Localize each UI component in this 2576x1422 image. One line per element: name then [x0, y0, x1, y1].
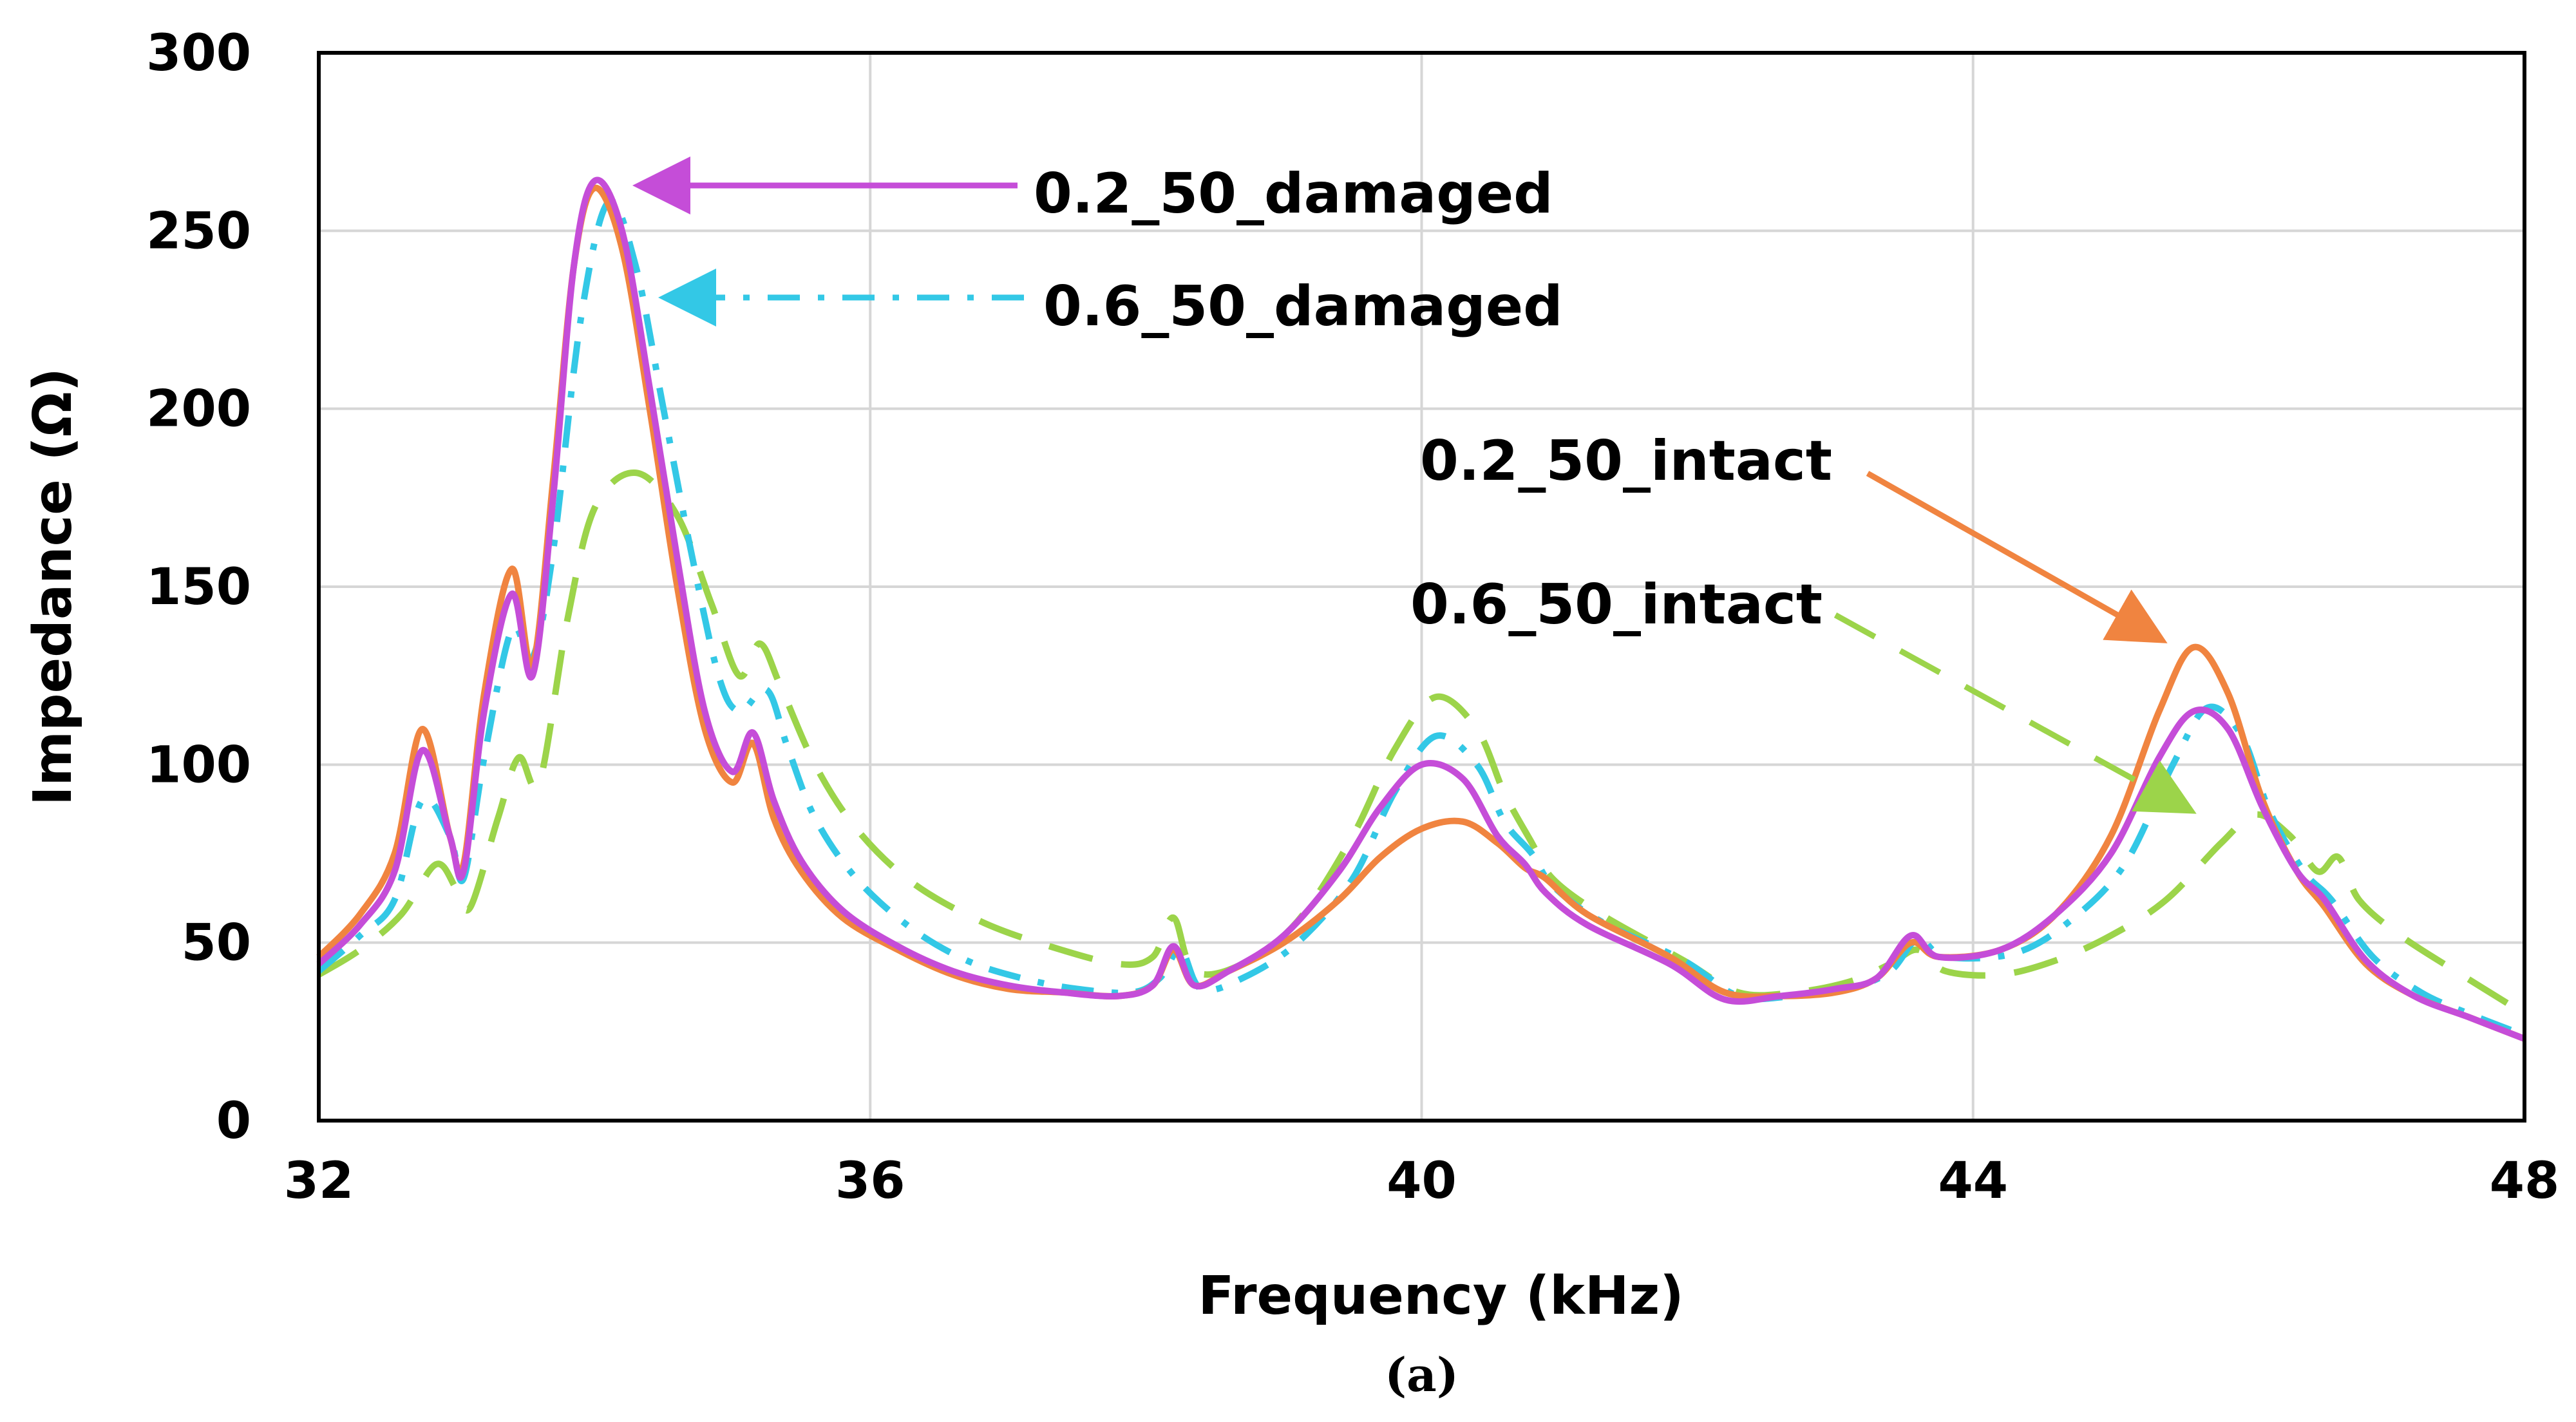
- x-tick-label: 32: [284, 1152, 354, 1210]
- plot-frame: [317, 51, 2526, 1123]
- annotation-arrow: [1866, 471, 2168, 643]
- series-layer: [316, 176, 2526, 1042]
- grid-lines: [319, 53, 2524, 1121]
- annotation-label: 0.6_50_intact: [1410, 573, 1823, 637]
- y-tick-label: 300: [146, 24, 251, 82]
- annotation-label: 0.2_50_intact: [1420, 429, 1832, 493]
- annotations: 0.2_50_damaged 0.6_50_damaged 0.2_50_intac…: [632, 156, 2197, 814]
- annotation-label: 0.6_50_damaged: [1043, 274, 1563, 339]
- y-tick-label: 50: [181, 915, 251, 972]
- y-tick-label: 100: [146, 736, 251, 794]
- x-axis-title: Frequency (kHz): [1198, 1266, 1683, 1327]
- y-axis-title: Impedance (Ω): [23, 368, 84, 806]
- x-tick-label: 44: [1938, 1152, 2008, 1210]
- annotation-label: 0.2_50_damaged: [1034, 162, 1553, 226]
- annotation-arrow: [1833, 612, 2197, 814]
- figure-caption: (a): [1385, 1347, 1459, 1402]
- x-tick-label: 48: [2490, 1152, 2560, 1210]
- x-tick-label: 40: [1387, 1152, 1457, 1210]
- x-tick-label: 36: [835, 1152, 905, 1210]
- y-tick-label: 0: [216, 1092, 251, 1150]
- y-tick-label: 200: [146, 381, 251, 439]
- y-tick-label: 250: [146, 202, 251, 260]
- series-line-0.6_50_damaged: [316, 198, 2526, 1039]
- series-line-0.2_50_damaged: [316, 176, 2526, 1042]
- x-axis-ticks: 32 36 40 44 48: [284, 1152, 2560, 1210]
- y-axis-ticks: 0 50 100 150 200 250 300: [146, 24, 251, 1150]
- y-tick-label: 150: [146, 558, 251, 616]
